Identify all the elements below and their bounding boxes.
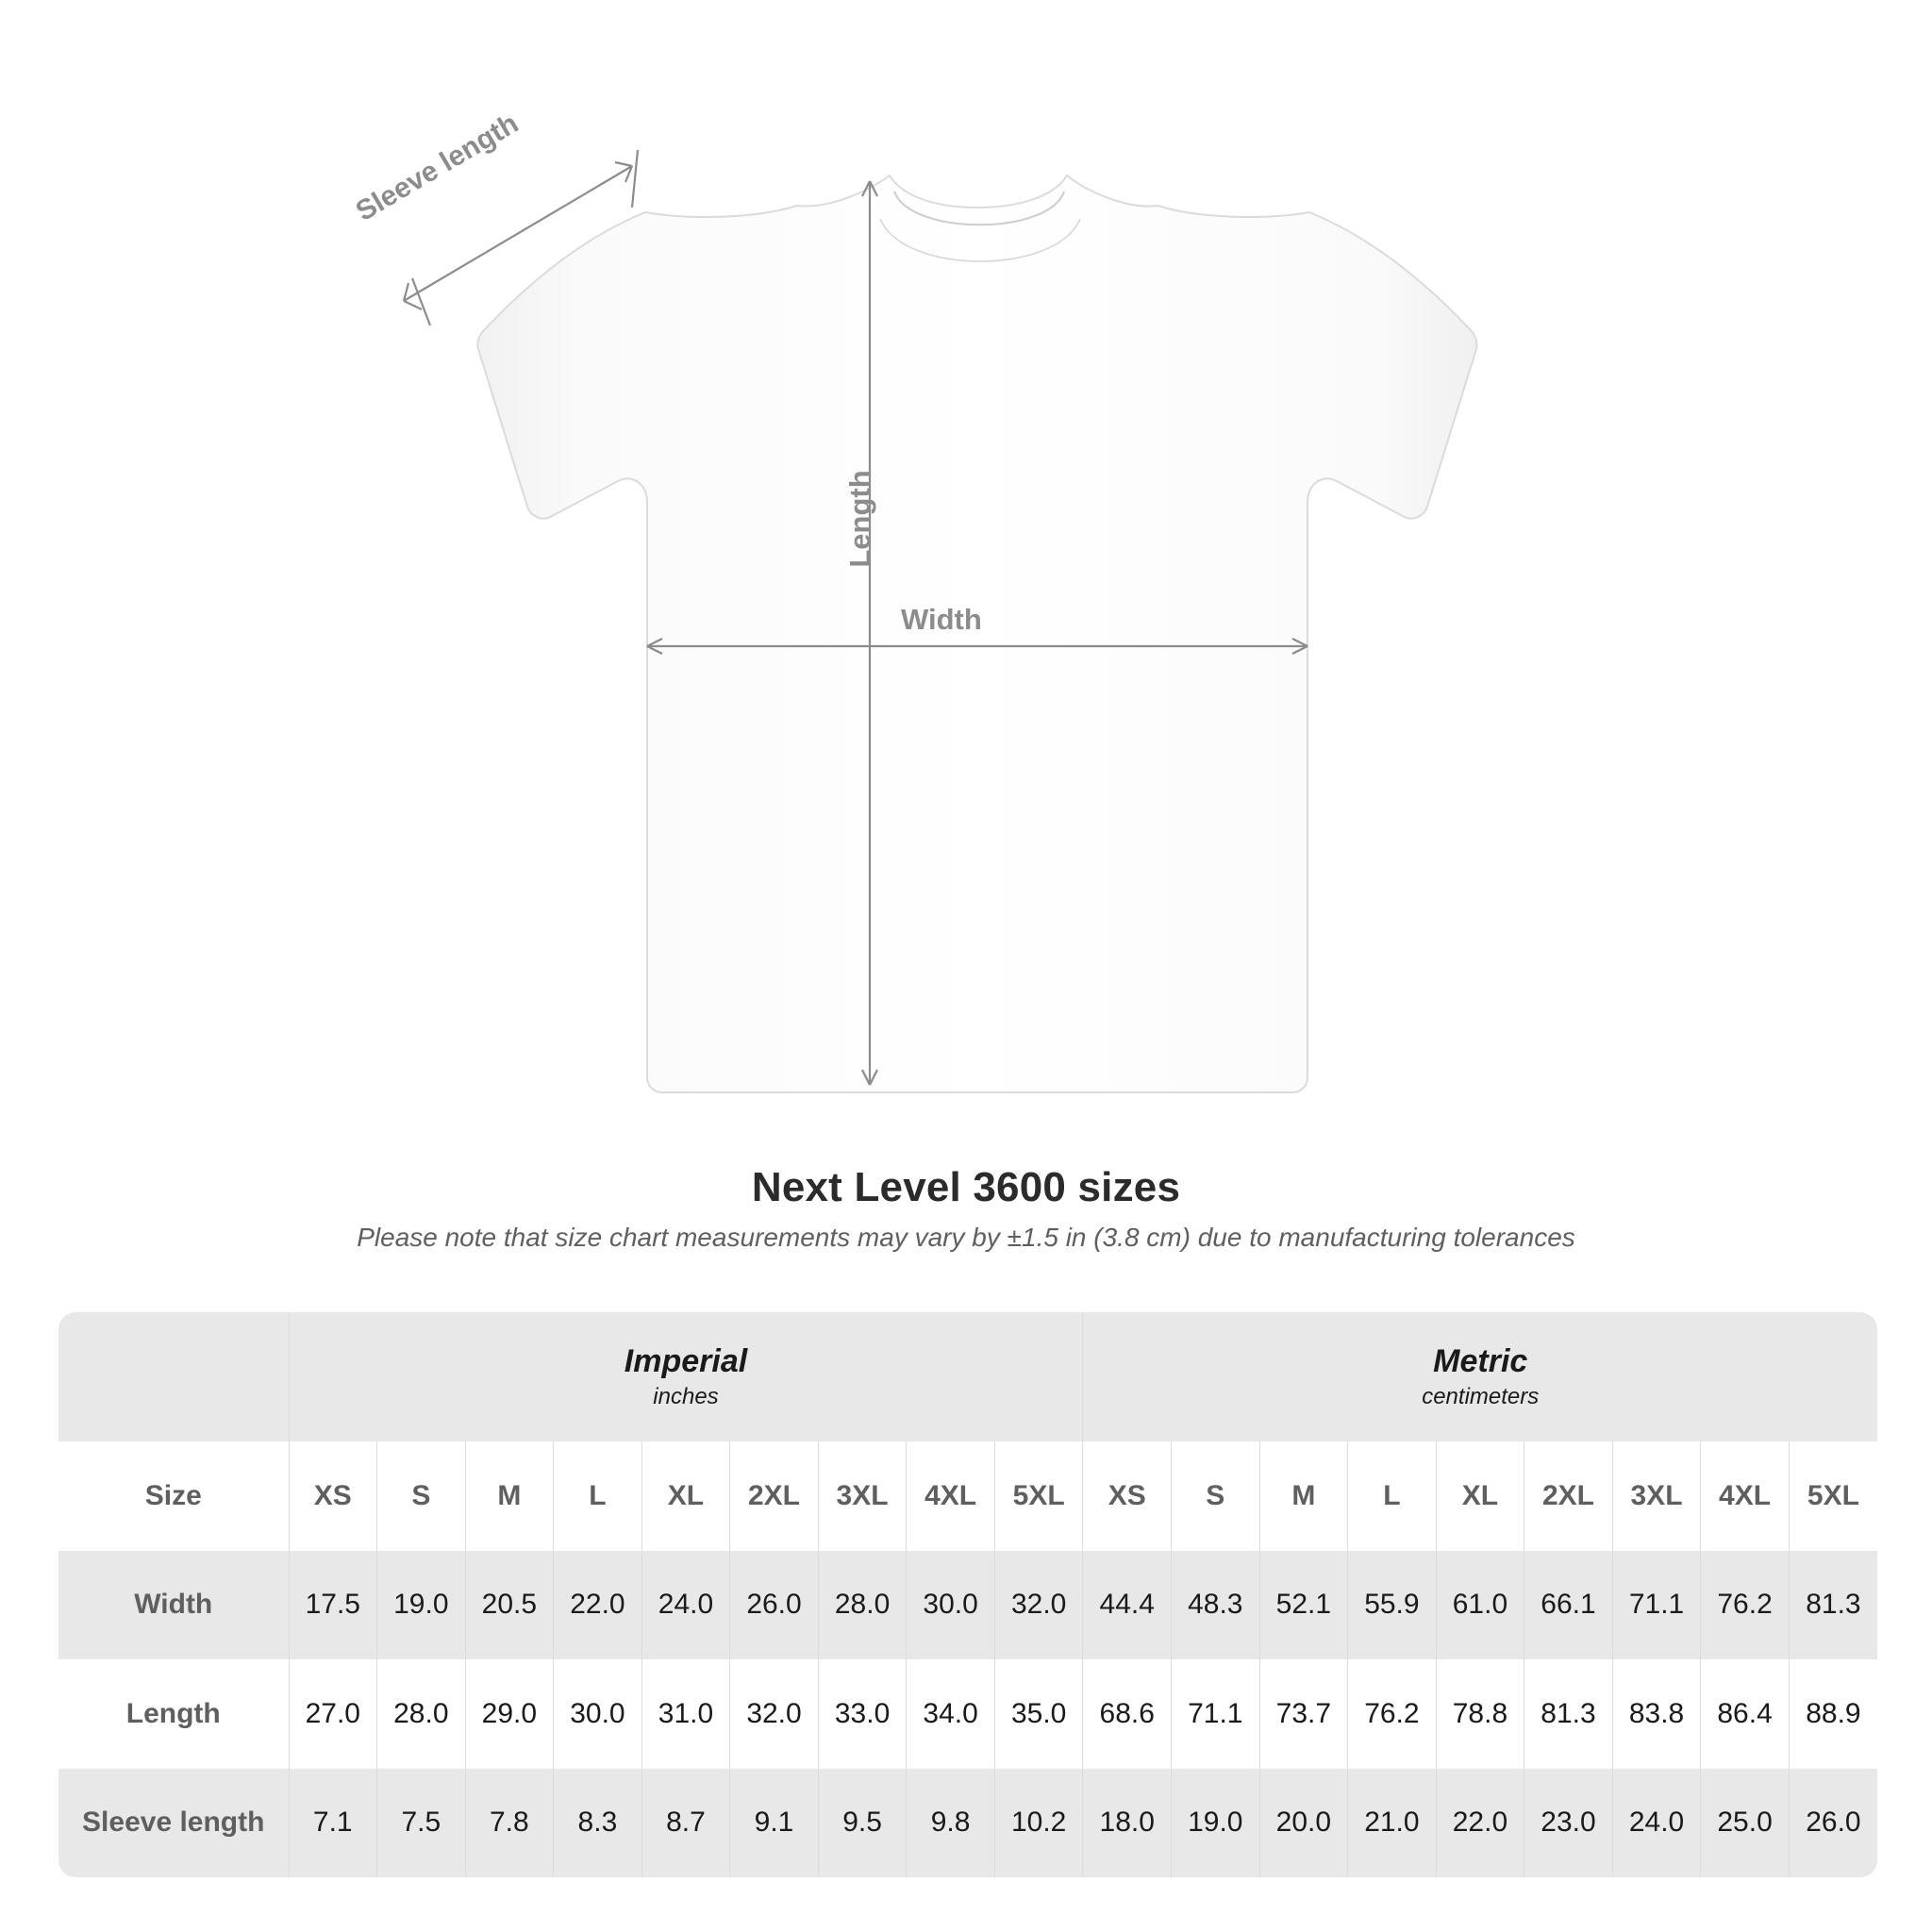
svg-text:Sleeve length: Sleeve length — [351, 108, 524, 227]
svg-text:Width: Width — [901, 603, 982, 636]
svg-text:Length: Length — [843, 470, 876, 567]
